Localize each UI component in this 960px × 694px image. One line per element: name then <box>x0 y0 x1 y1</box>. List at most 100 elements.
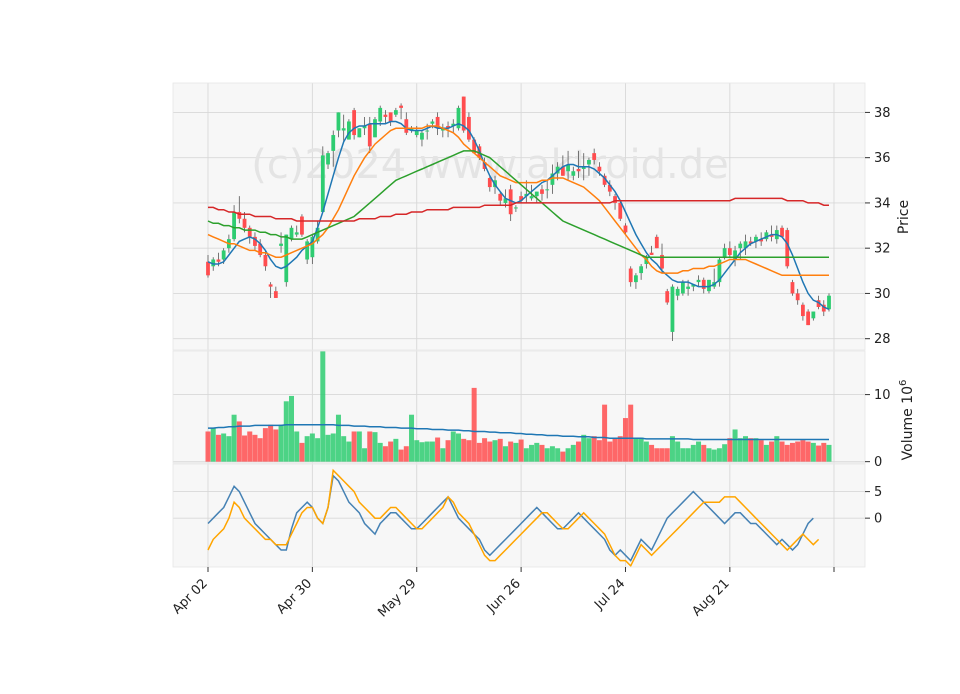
volume-bar <box>596 440 602 462</box>
y-tick-label-price: 28 <box>874 332 891 347</box>
candle-body <box>263 254 268 267</box>
candle-body <box>300 216 304 235</box>
candle-body <box>341 128 346 131</box>
volume-bar <box>476 442 482 462</box>
candle-body <box>378 107 383 122</box>
volume-bar <box>372 432 378 462</box>
volume-bar <box>435 437 441 462</box>
candle-body <box>273 291 278 298</box>
candle-body <box>634 275 638 283</box>
candle-body <box>461 96 466 131</box>
candle-body <box>675 288 680 296</box>
candle-body <box>310 236 315 258</box>
candle-body <box>576 168 581 172</box>
volume-bar <box>529 444 535 462</box>
volume-bar <box>513 442 519 462</box>
volume-bar <box>299 442 305 462</box>
candle-body <box>555 166 560 174</box>
volume-bar <box>236 421 242 462</box>
volume-bar <box>502 446 508 462</box>
candle-body <box>284 234 289 283</box>
candle-body <box>305 241 310 260</box>
y-tick-label-price: 36 <box>874 151 891 166</box>
volume-bar <box>325 434 331 462</box>
volume-bar <box>821 442 827 462</box>
candle-body <box>409 128 414 131</box>
candle-body <box>670 286 675 332</box>
candle-body <box>581 166 586 169</box>
volume-bar <box>743 436 749 462</box>
volume-bar <box>539 444 545 462</box>
candle-body <box>383 114 388 117</box>
candle-body <box>503 198 508 203</box>
volume-bar <box>283 401 289 462</box>
volume-bar <box>294 431 300 462</box>
candle-body <box>727 248 732 255</box>
volume-bar <box>685 448 691 462</box>
volume-bar <box>487 441 493 462</box>
volume-bar <box>424 441 430 462</box>
volume-bar <box>570 444 576 462</box>
volume-bar <box>716 448 722 462</box>
candle-body <box>404 119 409 133</box>
volume-bar <box>669 436 675 462</box>
volume-bar <box>628 404 634 462</box>
volume-bar <box>351 431 357 462</box>
volume-bar <box>758 440 764 462</box>
volume-bar <box>633 438 639 462</box>
volume-bar <box>398 449 404 462</box>
volume-bar <box>690 444 696 462</box>
volume-bar <box>461 438 467 462</box>
volume-bar <box>508 441 514 462</box>
candle-body <box>816 300 821 308</box>
candle-body <box>717 259 722 283</box>
volume-bar <box>429 441 435 462</box>
volume-bar <box>753 438 759 462</box>
candle-body <box>456 107 461 129</box>
candle-body <box>639 266 644 274</box>
volume-bar <box>288 395 294 462</box>
volume-bar <box>471 387 477 462</box>
candle-body <box>618 202 623 219</box>
volume-bar <box>367 431 373 462</box>
volume-bar <box>257 438 263 462</box>
candle-body <box>211 259 216 267</box>
volume-bars-group <box>205 351 832 462</box>
volume-bar <box>612 438 618 462</box>
volume-bar <box>675 441 681 462</box>
candle-body <box>221 250 226 260</box>
candle-body <box>451 123 456 126</box>
panel-background-price <box>173 83 865 350</box>
oscillator-line-2 <box>207 468 820 568</box>
candle-body <box>315 227 320 242</box>
candle-body <box>754 236 758 242</box>
price-axis-label: Price <box>896 200 912 234</box>
candle-body <box>759 239 764 242</box>
volume-bar <box>388 441 394 462</box>
volume-bar <box>231 414 237 462</box>
candle-body <box>331 135 336 151</box>
candle-body <box>393 110 398 115</box>
candle-body <box>623 225 628 233</box>
volume-bar <box>774 436 780 462</box>
volume-bar <box>586 438 592 462</box>
y-tick-label-oscillator: 0 <box>874 512 882 527</box>
candle-body <box>571 171 576 176</box>
candle-body <box>607 184 612 192</box>
candle-body <box>336 112 341 131</box>
volume-bar <box>320 351 326 462</box>
volume-bar <box>523 448 529 462</box>
candle-body <box>440 128 445 131</box>
volume-bar <box>800 440 806 462</box>
volume-bar <box>617 436 623 462</box>
candle-body <box>701 279 706 289</box>
volume-bar <box>622 418 628 462</box>
candle-body <box>326 153 330 165</box>
y-tick-label-price: 34 <box>874 196 891 211</box>
candle-body <box>550 173 555 185</box>
volume-bar <box>769 441 775 462</box>
volume-bar <box>273 429 279 462</box>
candle-body <box>430 121 435 124</box>
candle-body <box>320 155 325 212</box>
